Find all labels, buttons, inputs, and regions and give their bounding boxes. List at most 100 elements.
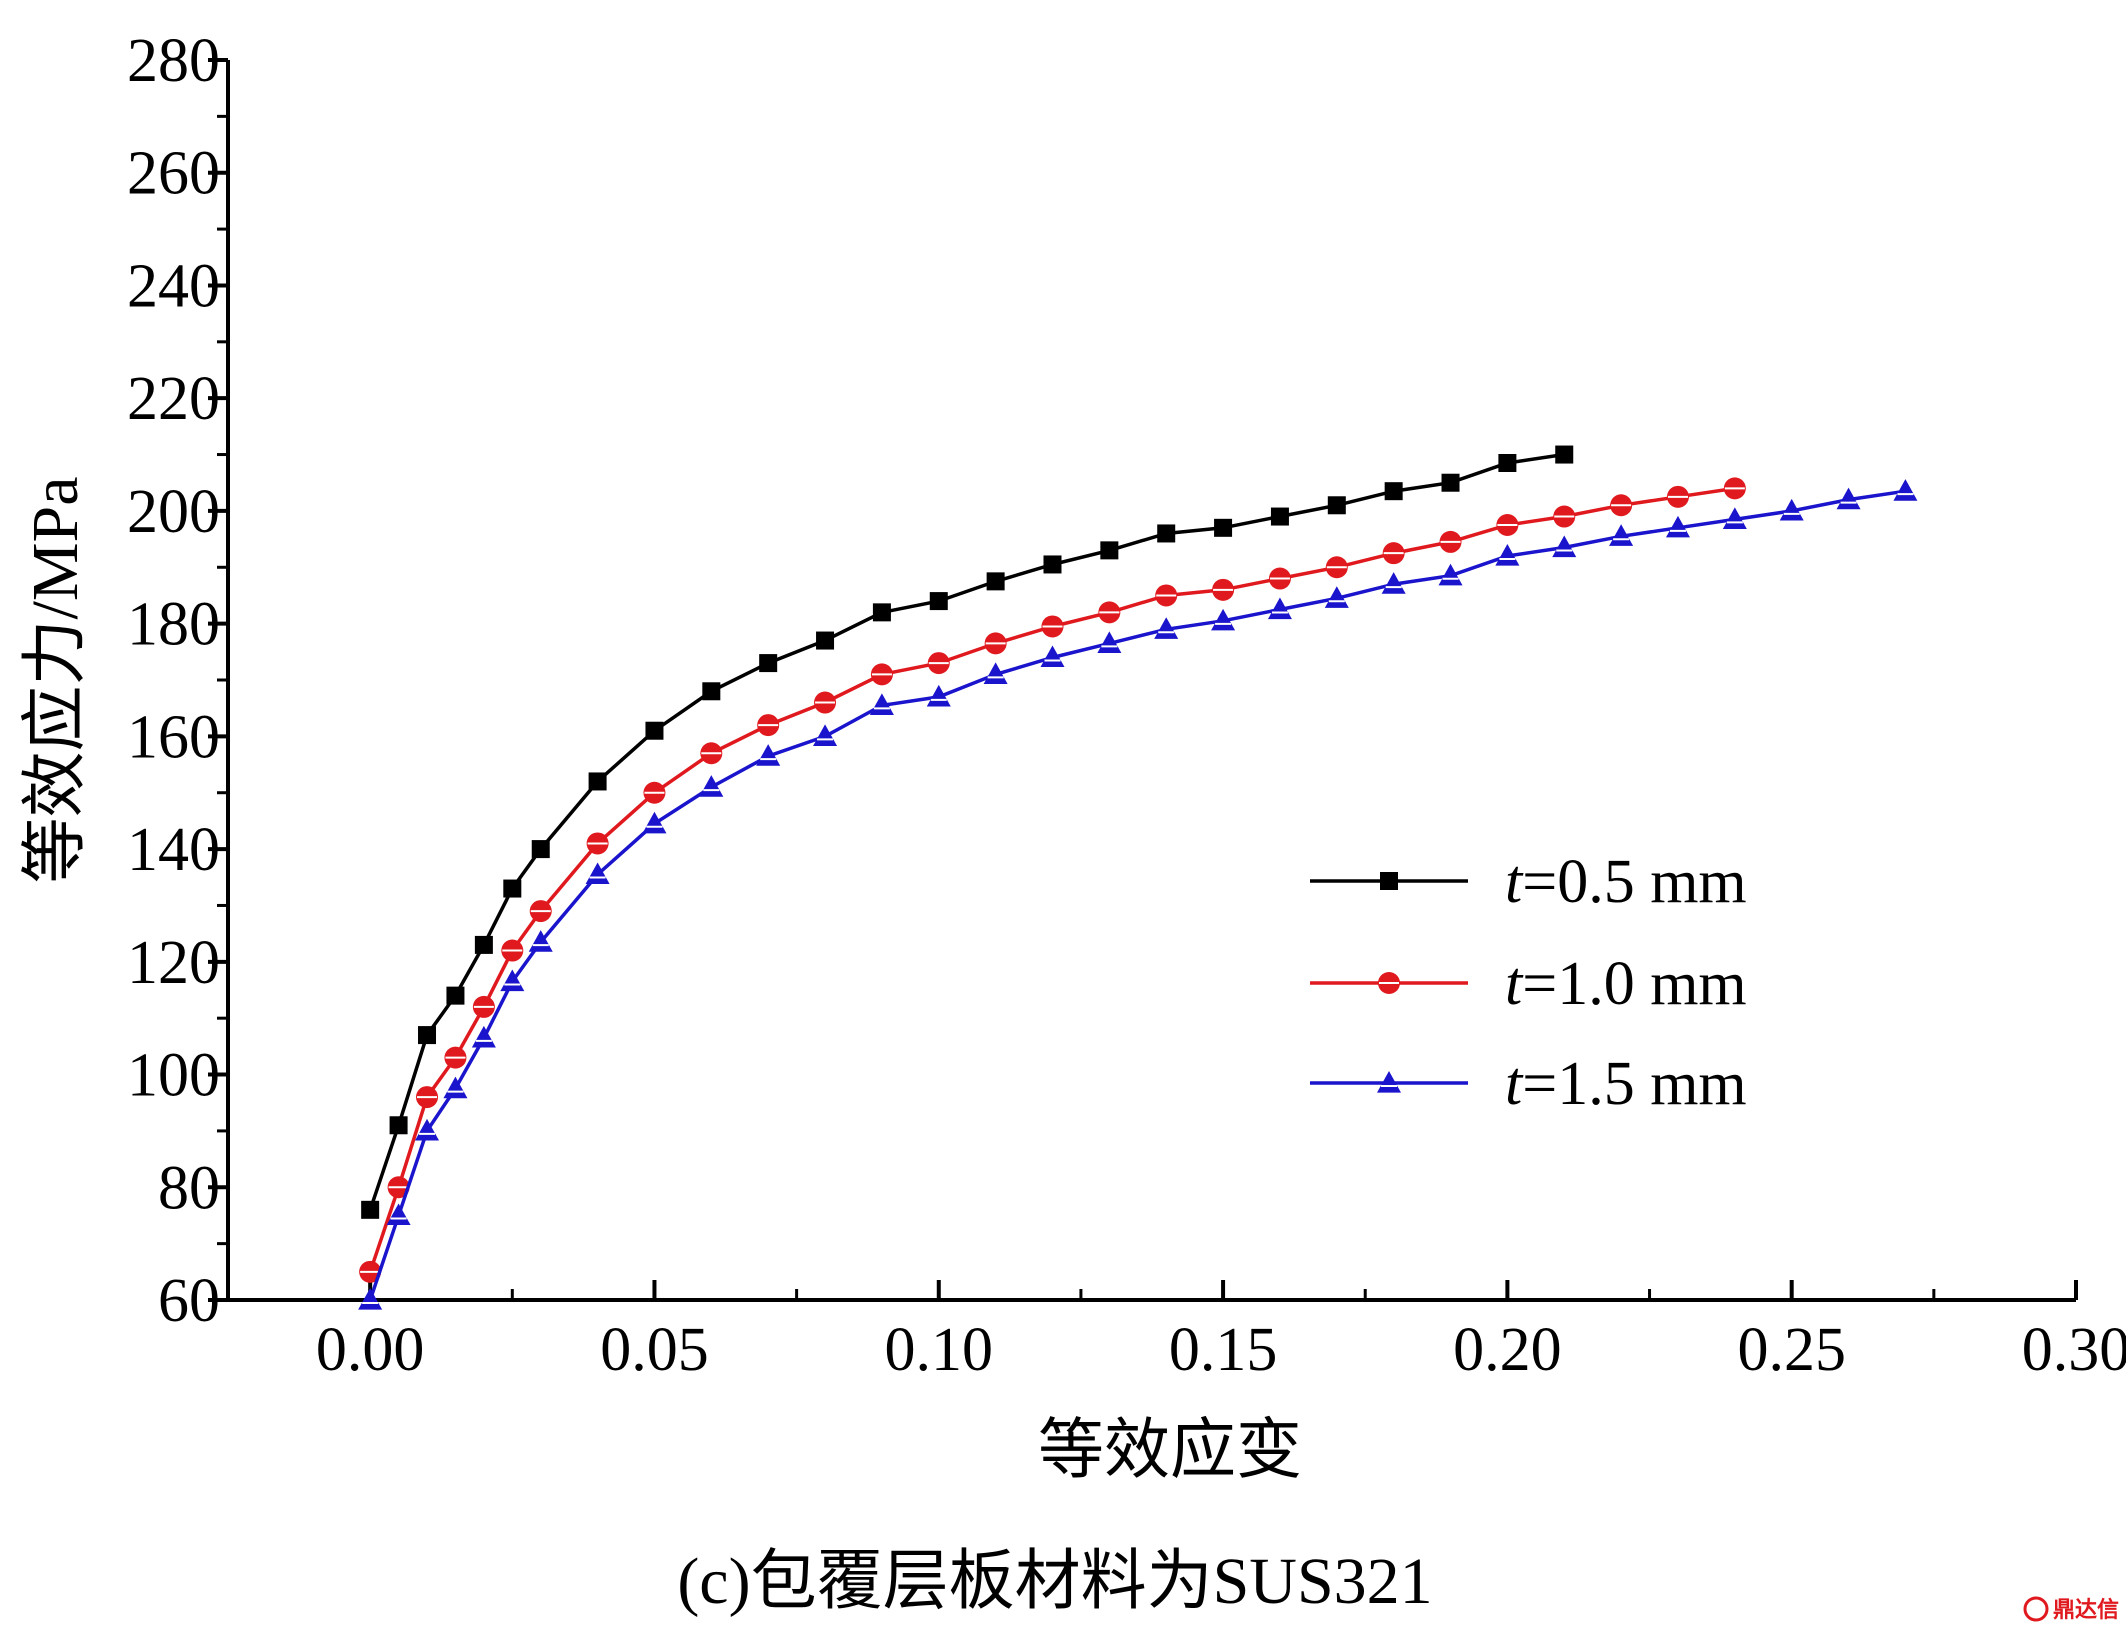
data-point [756, 744, 781, 766]
data-point [757, 714, 780, 737]
data-point-fill [500, 969, 525, 992]
data-point [643, 781, 666, 804]
data-point [869, 693, 894, 715]
data-point [984, 632, 1007, 655]
data-point [416, 1086, 439, 1109]
data-point [699, 775, 724, 797]
data-point [528, 930, 553, 952]
data-point [870, 663, 893, 686]
data-point-fill [1438, 563, 1463, 586]
y-tick-label: 80 [158, 1154, 220, 1222]
data-point [1325, 556, 1348, 579]
y-tick-label: 180 [127, 591, 220, 659]
data-point-fill [1722, 507, 1747, 529]
y-tick-label: 140 [127, 816, 220, 884]
data-point-fill [1779, 498, 1804, 521]
data-point [1382, 542, 1405, 565]
data-point-fill [1040, 645, 1065, 668]
data-point [585, 862, 610, 885]
y-tick-label: 280 [127, 27, 220, 95]
x-tick-label: 0.20 [1453, 1316, 1562, 1384]
y-ticks: 60 80 100 120 140 160 180 200 220 240 260 280 [127, 27, 228, 1335]
data-point [1327, 496, 1346, 515]
data-point [700, 742, 723, 765]
data-point-fill [1154, 617, 1179, 639]
data-point-fill [1381, 572, 1406, 594]
data-point [816, 631, 835, 650]
data-point [1552, 535, 1577, 558]
data-point [1267, 597, 1292, 620]
data-point [361, 1200, 380, 1219]
y-tick-label: 100 [127, 1042, 220, 1110]
data-point [1157, 524, 1176, 543]
y-tick-label: 220 [127, 365, 220, 433]
y-tick-label: 160 [127, 703, 220, 771]
data-point [1155, 584, 1178, 607]
legend-label: t=1.5 mm [1505, 1050, 1747, 1118]
data-point [1097, 631, 1122, 653]
data-point [927, 652, 950, 675]
data-point [389, 1116, 408, 1135]
watermark: 鼎达信 [2023, 1596, 2119, 1623]
series-line [368, 452, 1565, 1211]
series-2 [358, 479, 1918, 1310]
data-point-fill [585, 862, 610, 885]
data-point-fill [1495, 544, 1520, 566]
data-point [1609, 524, 1634, 546]
legend-marker [1380, 872, 1398, 890]
data-point-fill [1211, 608, 1236, 631]
x-tick-label: 0.25 [1737, 1316, 1846, 1384]
x-tick-label: 0.00 [316, 1316, 425, 1384]
figure-caption: (c)包覆层板材料为SUS321 [677, 1545, 1432, 1618]
data-point [1665, 515, 1690, 538]
data-point [1441, 473, 1460, 492]
data-point [1100, 541, 1119, 560]
data-point [814, 691, 837, 714]
axes-group [226, 60, 2076, 1302]
x-axis-title: 等效应变 [1038, 1414, 1302, 1487]
data-point [926, 684, 951, 707]
data-point-fill [1893, 479, 1918, 501]
data-point-fill [1609, 524, 1634, 546]
data-point-fill [642, 811, 667, 834]
data-point-fill [386, 1203, 411, 1226]
x-tick-label: 0.30 [2022, 1316, 2126, 1384]
x-ticks: 0.00 0.05 0.10 0.15 0.20 0.25 0.30 [316, 1280, 2126, 1384]
data-point-fill [358, 1288, 383, 1310]
data-point [472, 995, 495, 1018]
data-point [586, 832, 609, 855]
data-point-fill [1267, 597, 1292, 620]
data-point-fill [756, 744, 781, 766]
data-point [471, 1025, 496, 1048]
data-point [1779, 498, 1804, 521]
y-tick-label: 240 [127, 252, 220, 320]
legend-marker-fill [1377, 1071, 1401, 1093]
data-point [1324, 586, 1349, 608]
data-point [1893, 479, 1918, 501]
data-point [1211, 608, 1236, 631]
y-tick-label: 200 [127, 478, 220, 546]
data-point-fill [1552, 535, 1577, 558]
y-tick-label: 120 [127, 929, 220, 997]
data-point [929, 592, 948, 611]
data-point [759, 654, 778, 673]
x-tick-label: 0.05 [600, 1316, 709, 1384]
data-point [872, 603, 891, 622]
data-point [531, 840, 550, 859]
data-point [1498, 454, 1517, 472]
data-point-fill [926, 684, 951, 707]
data-point [642, 811, 667, 834]
data-point [386, 1203, 411, 1226]
watermark-logo-icon [2023, 1596, 2049, 1622]
data-point [359, 1260, 382, 1283]
data-point [1270, 507, 1289, 526]
data-point [702, 682, 721, 701]
data-point [1040, 645, 1065, 668]
data-point-fill [1665, 515, 1690, 538]
data-point [1723, 477, 1746, 500]
data-point [1041, 615, 1064, 638]
data-point-fill [699, 775, 724, 797]
data-point [415, 1118, 440, 1141]
data-point [501, 939, 524, 962]
